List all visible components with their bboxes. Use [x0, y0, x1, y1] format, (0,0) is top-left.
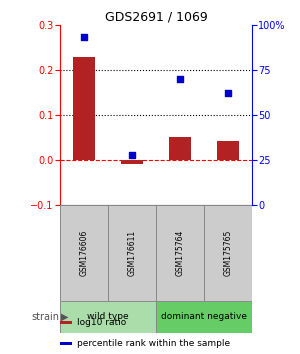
Bar: [169, 137, 191, 160]
FancyBboxPatch shape: [60, 301, 156, 333]
Bar: [217, 141, 239, 160]
Bar: [121, 160, 143, 164]
FancyBboxPatch shape: [156, 301, 252, 333]
Text: wild type: wild type: [87, 312, 129, 321]
Text: percentile rank within the sample: percentile rank within the sample: [77, 339, 230, 348]
FancyBboxPatch shape: [156, 205, 204, 301]
Bar: [60, 321, 71, 324]
Point: [226, 91, 230, 96]
FancyBboxPatch shape: [204, 205, 252, 301]
Text: GSM176611: GSM176611: [128, 230, 136, 276]
FancyBboxPatch shape: [108, 205, 156, 301]
Text: GSM175764: GSM175764: [176, 230, 184, 276]
Bar: [73, 57, 95, 160]
Point: [178, 76, 182, 82]
Text: GSM175765: GSM175765: [224, 230, 232, 276]
Title: GDS2691 / 1069: GDS2691 / 1069: [105, 11, 207, 24]
Text: log10 ratio: log10 ratio: [77, 318, 127, 327]
Bar: [60, 342, 71, 345]
Text: strain: strain: [31, 312, 59, 322]
Text: ▶: ▶: [61, 312, 68, 322]
Point: [130, 152, 134, 158]
FancyBboxPatch shape: [60, 205, 108, 301]
Point: [82, 35, 86, 40]
Text: GSM176606: GSM176606: [80, 230, 88, 276]
Text: dominant negative: dominant negative: [161, 312, 247, 321]
